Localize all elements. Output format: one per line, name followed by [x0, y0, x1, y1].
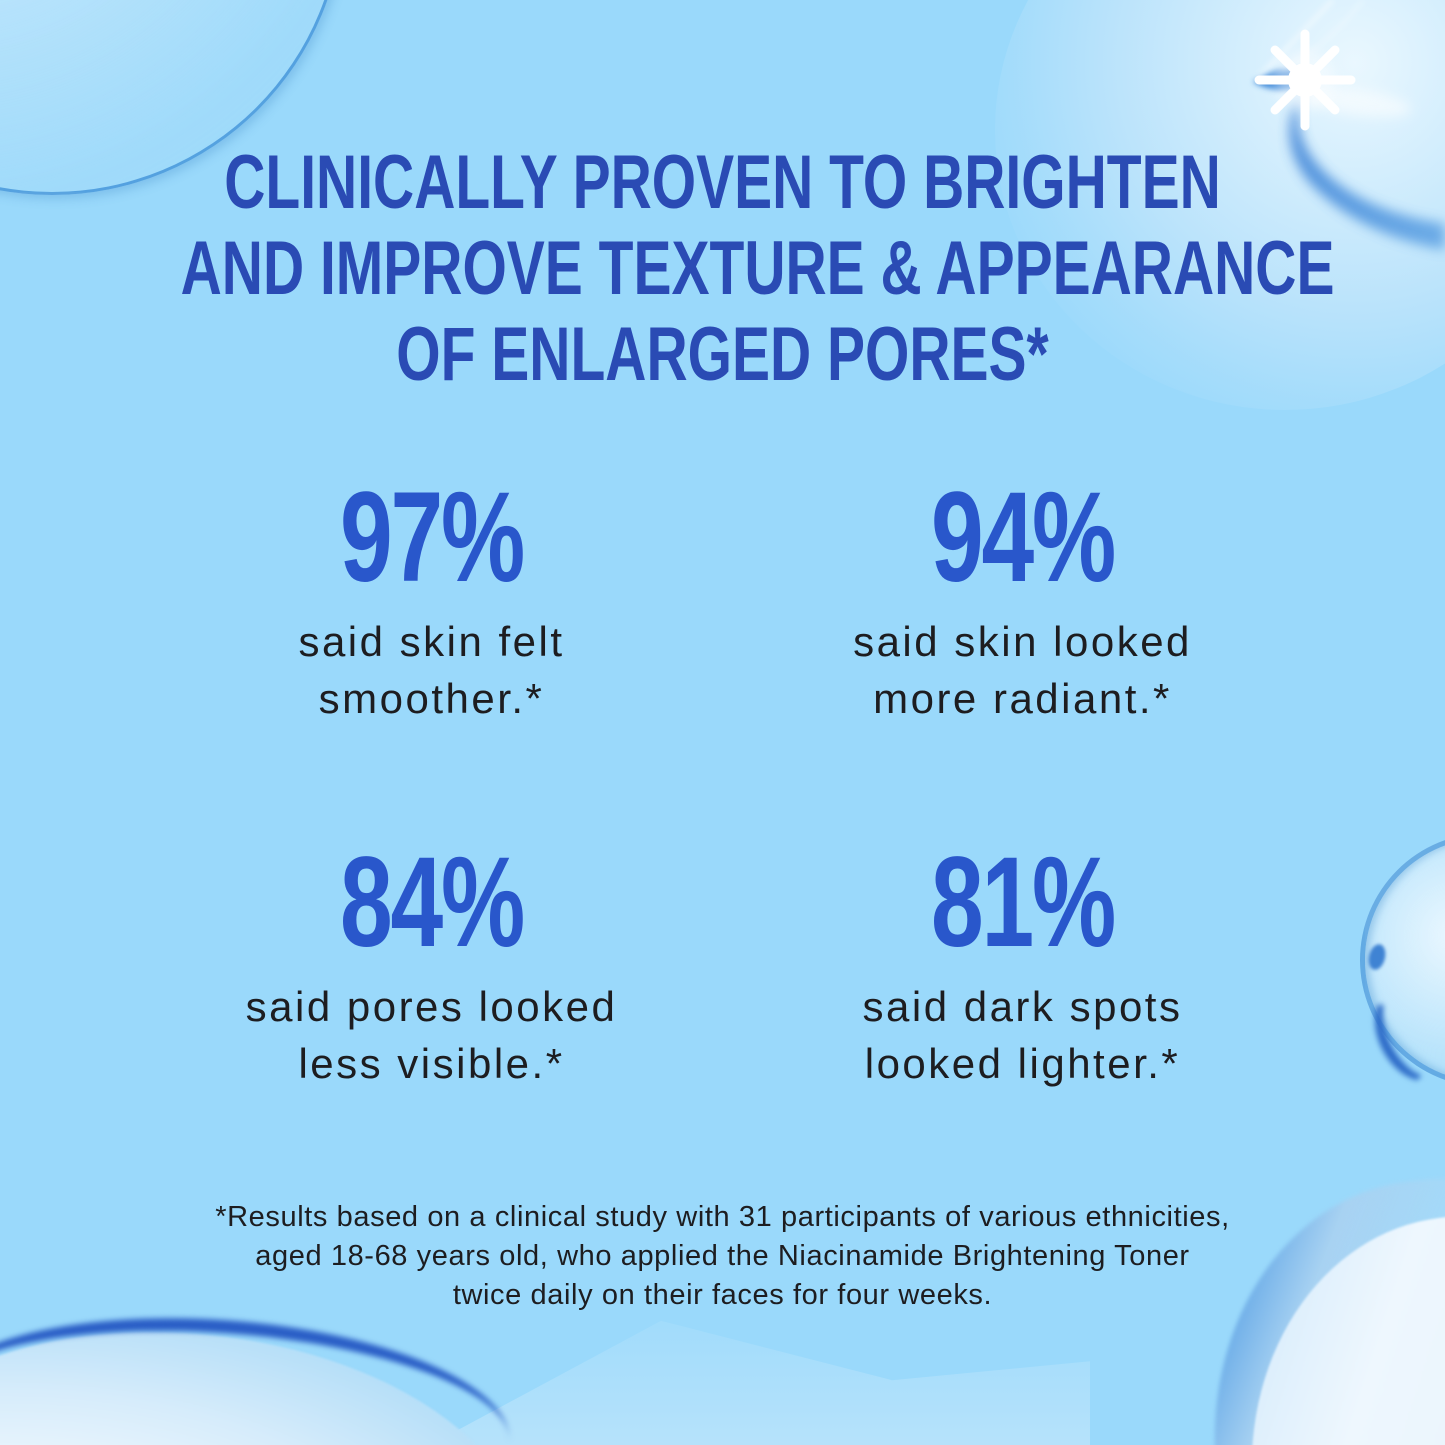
stat-value: 97% — [340, 466, 525, 609]
stat-skin-radiant: 94% said skin looked more radiant.* — [727, 473, 1318, 727]
footnote-line-2: aged 18-68 years old, who applied the Ni… — [255, 1240, 1190, 1272]
stat-pores-less-visible: 84% said pores looked less visible.* — [136, 838, 727, 1092]
stat-desc-line: said pores looked — [245, 983, 618, 1030]
stat-skin-smoother: 97% said skin felt smoother.* — [136, 473, 727, 727]
stats-row-top: 97% said skin felt smoother.* 94% said s… — [136, 473, 1318, 727]
stat-description: said skin felt smoother.* — [136, 613, 727, 727]
stat-desc-line: less visible.* — [298, 1040, 565, 1087]
stat-desc-line: said dark spots — [862, 983, 1183, 1030]
highlight-line — [1256, 0, 1334, 80]
stats-row-bottom: 84% said pores looked less visible.* 81%… — [136, 838, 1318, 1092]
headline-line-3: OF ENLARGED PORES* — [396, 312, 1049, 397]
stat-dark-spots-lighter: 81% said dark spots looked lighter.* — [727, 838, 1318, 1092]
headline-line-1: CLINICALLY PROVEN TO BRIGHTEN — [224, 140, 1221, 225]
bubble-right-edge — [1359, 833, 1445, 1094]
bubble-shadow — [1359, 976, 1445, 1094]
headline-line-2: AND IMPROVE TEXTURE & APPEARANCE — [180, 226, 1335, 311]
headline: CLINICALLY PROVEN TO BRIGHTEN AND IMPROV… — [0, 140, 1445, 398]
stat-value: 81% — [931, 831, 1116, 974]
stat-value: 84% — [340, 831, 525, 974]
stat-description: said pores looked less visible.* — [136, 978, 727, 1092]
footnote: *Results based on a clinical study with … — [0, 1198, 1445, 1315]
faint-droplet-bottom-middle — [430, 1320, 1090, 1445]
droplet-shadow-tail — [1289, 92, 1445, 250]
sparkle-core — [1288, 63, 1322, 97]
stat-description: said dark spots looked lighter.* — [727, 978, 1318, 1092]
stat-desc-line: looked lighter.* — [864, 1040, 1181, 1087]
footnote-line-3: twice daily on their faces for four week… — [452, 1279, 993, 1311]
stat-description: said skin looked more radiant.* — [727, 613, 1318, 727]
footnote-line-1: *Results based on a clinical study with … — [215, 1201, 1230, 1233]
stat-desc-line: said skin felt — [298, 618, 565, 665]
stat-value: 94% — [931, 466, 1116, 609]
stat-desc-line: more radiant.* — [873, 675, 1172, 722]
sparkle-icon — [1253, 0, 1445, 250]
stat-desc-line: said skin looked — [853, 618, 1192, 665]
bubble-dot — [1366, 942, 1388, 972]
stat-desc-line: smoother.* — [318, 675, 545, 722]
water-droplet-bottom-left-rim — [0, 1300, 517, 1445]
